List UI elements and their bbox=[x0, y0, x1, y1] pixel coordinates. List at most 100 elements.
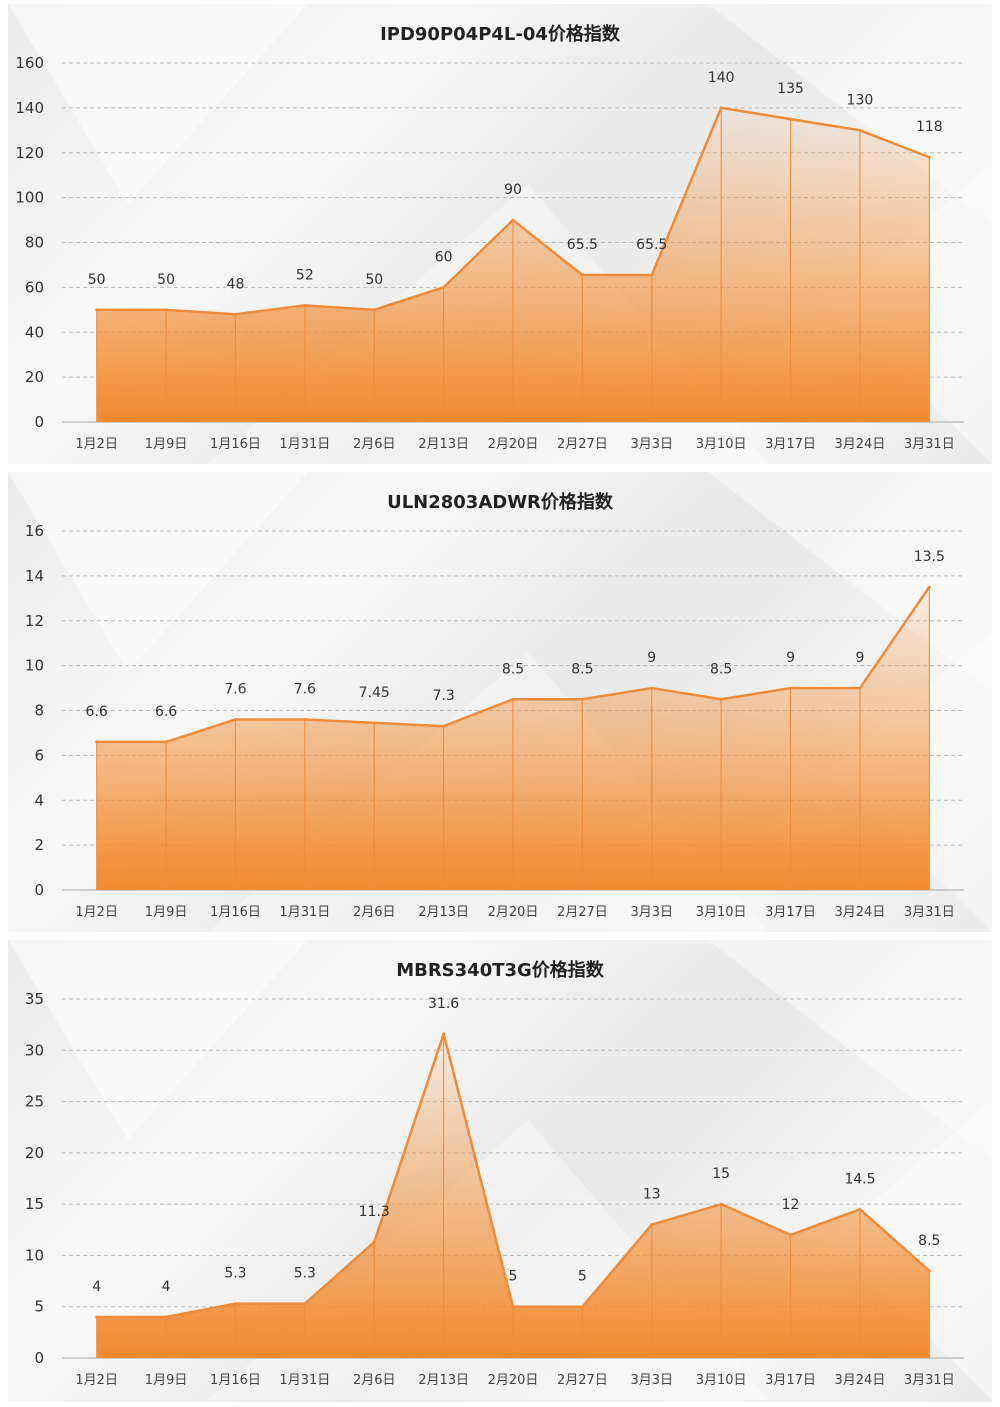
x-tick-label: 2月20日 bbox=[488, 1373, 539, 1388]
data-label: 9 bbox=[786, 650, 795, 666]
y-tick-label: 12 bbox=[25, 612, 44, 630]
data-label: 140 bbox=[708, 70, 735, 86]
background-facet bbox=[828, 1100, 992, 1400]
y-tick-label: 14 bbox=[25, 567, 44, 585]
data-label: 11.3 bbox=[359, 1204, 390, 1220]
data-label: 4 bbox=[162, 1279, 171, 1295]
x-tick-label: 2月27日 bbox=[557, 1373, 608, 1388]
y-tick-label: 2 bbox=[34, 836, 44, 854]
data-point bbox=[858, 1207, 862, 1211]
data-label: 7.6 bbox=[294, 681, 316, 697]
data-label: 6.6 bbox=[155, 704, 177, 720]
data-label: 8.5 bbox=[918, 1233, 940, 1249]
chart-panel-uln2803adwr: ULN2803ADWR价格指数 0 2 4 6 8 10 12 14 16 6.6 6.6 7.6 7.6… bbox=[8, 472, 992, 932]
x-tick-label: 2月13日 bbox=[418, 437, 469, 452]
data-label: 130 bbox=[847, 92, 874, 108]
chart-title: MBRS340T3G价格指数 bbox=[396, 959, 605, 981]
background-facet bbox=[8, 472, 308, 672]
area-chart-mbrs340t3g: MBRS340T3G价格指数 0 5 10 15 20 25 30 35 4 4 5.3 5.3 11.3… bbox=[8, 940, 992, 1400]
y-tick-label: 160 bbox=[15, 54, 44, 72]
data-label: 14.5 bbox=[844, 1171, 875, 1187]
area-chart-uln2803adwr: ULN2803ADWR价格指数 0 2 4 6 8 10 12 14 16 6.6 6.6 7.6 7.6… bbox=[8, 472, 992, 932]
y-tick-label: 25 bbox=[25, 1093, 44, 1111]
chart-title: ULN2803ADWR价格指数 bbox=[387, 491, 614, 513]
data-label: 48 bbox=[227, 276, 245, 292]
data-label: 5.3 bbox=[224, 1266, 246, 1282]
y-tick-label: 140 bbox=[15, 99, 44, 117]
y-tick-label: 20 bbox=[25, 368, 44, 386]
data-point bbox=[580, 1305, 584, 1309]
data-point bbox=[580, 697, 584, 701]
data-label: 13 bbox=[643, 1187, 661, 1203]
data-point bbox=[580, 273, 584, 277]
data-label: 8.5 bbox=[571, 661, 593, 677]
data-point bbox=[789, 117, 793, 121]
data-label: 7.6 bbox=[224, 681, 246, 697]
x-tick-label: 1月16日 bbox=[210, 905, 261, 920]
data-label: 8.5 bbox=[710, 661, 732, 677]
x-tick-label: 3月3日 bbox=[630, 437, 673, 452]
x-tick-label: 2月6日 bbox=[353, 905, 396, 920]
y-tick-label: 15 bbox=[25, 1195, 44, 1213]
x-tick-label: 3月31日 bbox=[904, 437, 955, 452]
data-label: 60 bbox=[435, 249, 453, 265]
data-point bbox=[303, 717, 307, 721]
x-tick-label: 2月27日 bbox=[557, 437, 608, 452]
x-tick-label: 2月6日 bbox=[353, 437, 396, 452]
x-tick-label: 1月9日 bbox=[145, 905, 188, 920]
x-tick-label: 1月2日 bbox=[75, 437, 118, 452]
data-point bbox=[719, 697, 723, 701]
data-label: 12 bbox=[782, 1197, 800, 1213]
data-point bbox=[95, 1315, 99, 1319]
x-tick-label: 3月3日 bbox=[630, 905, 673, 920]
data-point bbox=[442, 724, 446, 728]
x-tick-label: 1月9日 bbox=[145, 1373, 188, 1388]
data-label: 5 bbox=[578, 1269, 587, 1285]
x-tick-label: 1月9日 bbox=[145, 437, 188, 452]
data-point bbox=[511, 1305, 515, 1309]
data-label: 7.45 bbox=[359, 685, 390, 701]
y-tick-label: 20 bbox=[25, 1144, 44, 1162]
data-point bbox=[789, 686, 793, 690]
data-point bbox=[303, 303, 307, 307]
x-tick-label: 2月13日 bbox=[418, 1373, 469, 1388]
data-label: 15 bbox=[712, 1166, 730, 1182]
y-tick-label: 30 bbox=[25, 1041, 44, 1059]
y-tick-label: 0 bbox=[34, 1349, 44, 1367]
data-label: 65.5 bbox=[636, 237, 667, 253]
data-point bbox=[95, 308, 99, 312]
data-point bbox=[927, 585, 931, 589]
y-tick-label: 10 bbox=[25, 1246, 44, 1264]
data-label: 90 bbox=[504, 182, 522, 198]
y-tick-label: 35 bbox=[25, 990, 44, 1008]
x-tick-label: 3月3日 bbox=[630, 1373, 673, 1388]
data-point bbox=[442, 285, 446, 289]
x-tick-label: 1月16日 bbox=[210, 437, 261, 452]
x-tick-label: 1月2日 bbox=[75, 1373, 118, 1388]
data-point bbox=[233, 1302, 237, 1306]
data-label: 50 bbox=[157, 272, 175, 288]
x-tick-label: 3月17日 bbox=[765, 905, 816, 920]
data-point bbox=[650, 1223, 654, 1227]
data-point bbox=[719, 1202, 723, 1206]
data-point bbox=[372, 308, 376, 312]
data-label: 9 bbox=[647, 650, 656, 666]
x-tick-label: 1月31日 bbox=[279, 905, 330, 920]
data-label: 9 bbox=[855, 650, 864, 666]
data-label: 118 bbox=[916, 119, 943, 135]
chart-panel-mbrs340t3g: MBRS340T3G价格指数 0 5 10 15 20 25 30 35 4 4 5.3 5.3 11.3… bbox=[8, 940, 992, 1402]
data-label: 5 bbox=[509, 1269, 518, 1285]
y-tick-label: 40 bbox=[25, 323, 44, 341]
data-point bbox=[233, 717, 237, 721]
y-tick-label: 5 bbox=[34, 1298, 44, 1316]
x-tick-label: 1月31日 bbox=[279, 437, 330, 452]
chart-panel-ipd90p04p4l: IPD90P04P4L-04价格指数 0 20 40 60 80 100 120 140 160 5… bbox=[8, 4, 992, 464]
data-point bbox=[511, 218, 515, 222]
x-tick-label: 1月31日 bbox=[279, 1373, 330, 1388]
data-point bbox=[372, 1240, 376, 1244]
y-tick-label: 120 bbox=[15, 144, 44, 162]
x-tick-label: 1月16日 bbox=[210, 1373, 261, 1388]
data-point bbox=[164, 740, 168, 744]
data-point bbox=[650, 686, 654, 690]
data-point bbox=[858, 128, 862, 132]
